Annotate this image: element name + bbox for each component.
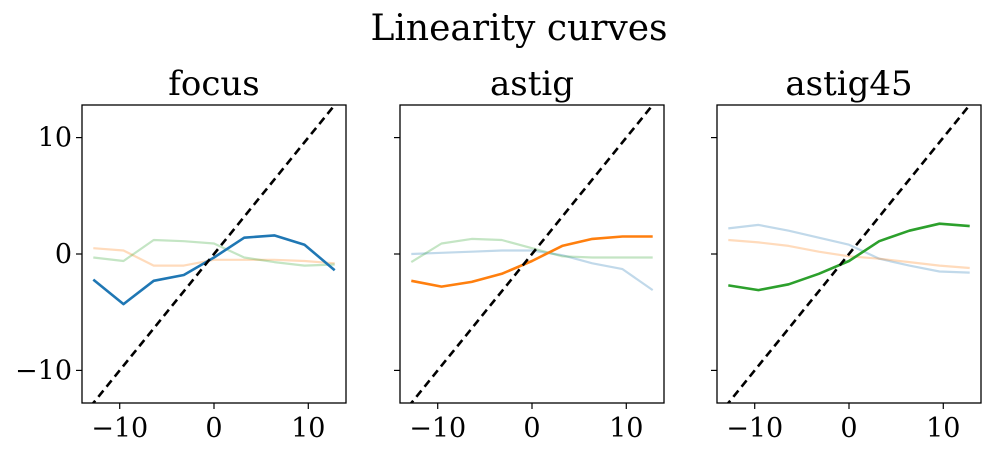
y-tick-label: 10 [38,123,72,154]
x-tick-label: 10 [926,413,960,444]
x-tick-label: 0 [205,413,222,444]
series-line-focus [92,234,336,306]
plot-area [726,105,972,403]
x-tick-label: −10 [726,413,783,444]
subplot-title: astig45 [785,64,912,104]
x-tick-label: 10 [609,413,643,444]
subplots: focus −10 0 10 10 0 −10 astig −10 0 10 astig45 −10 0 1… [15,64,982,444]
series-line-astig-faded [93,247,335,267]
reference-line-identity [726,105,972,403]
subplot-astig45: astig45 −10 0 10 [711,64,982,444]
reference-line-identity [409,105,655,403]
series-line-astig45-faded [93,238,335,267]
y-tick-label: −10 [15,355,72,386]
series-line-astig45-faded [410,237,653,264]
x-tick-label: −10 [409,413,466,444]
subplot-title: focus [168,64,259,104]
series-line-astig45 [728,222,970,292]
subplot-astig: astig −10 0 10 [394,64,665,444]
y-tick-label: 0 [55,239,72,270]
x-tick-label: 0 [523,413,540,444]
series-line-astig-faded [728,238,970,270]
reference-line-identity [91,105,337,403]
plot-area [91,105,337,403]
series-line-focus-faded [728,223,970,274]
subplot-focus: focus −10 0 10 10 0 −10 [15,64,347,444]
x-tick-label: −10 [91,413,148,444]
series-line-focus-faded [411,249,654,292]
x-tick-label: 0 [840,413,857,444]
subplot-title: astig [490,64,574,104]
series-line-astig [411,235,653,288]
plot-area [409,105,655,403]
figure-title: Linearity curves [370,8,667,49]
x-tick-label: 10 [291,413,325,444]
